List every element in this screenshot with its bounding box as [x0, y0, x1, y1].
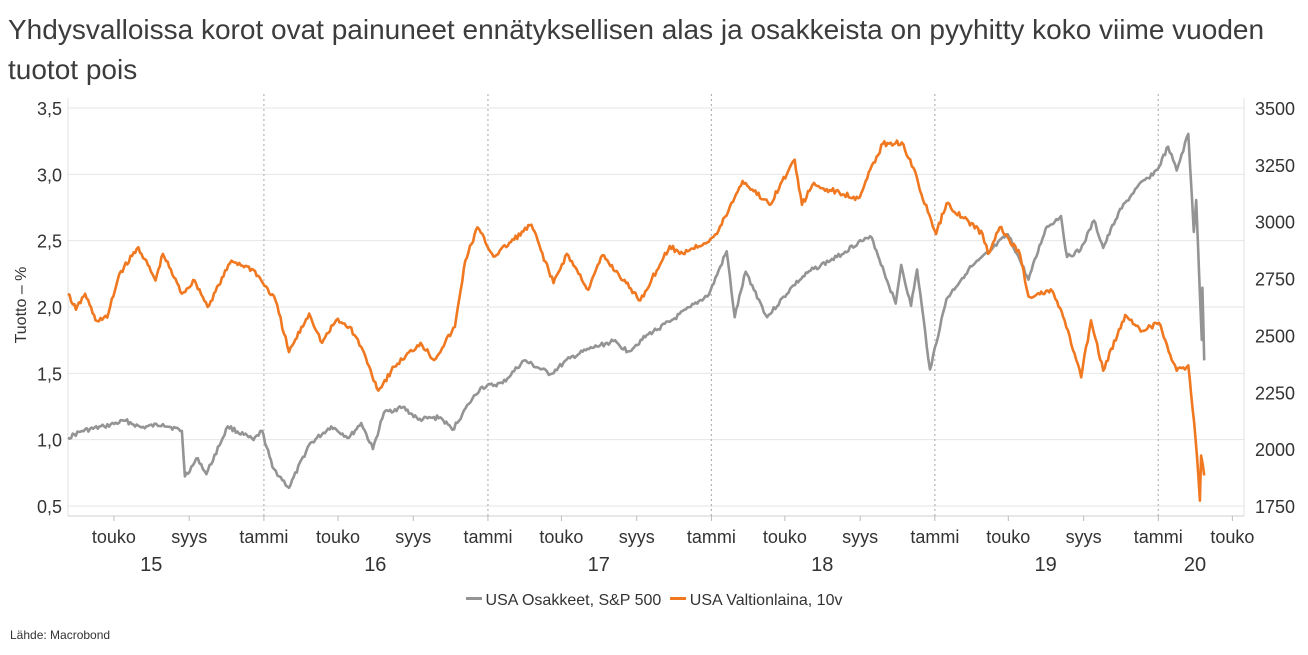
x-axis-tick-label: tammi: [239, 527, 288, 547]
x-axis-tick-label: tammi: [1134, 527, 1183, 547]
x-axis-year-label: 17: [588, 554, 610, 576]
left-axis-tick-label: 2,5: [37, 232, 62, 252]
left-axis-tick-label: 1,0: [37, 431, 62, 451]
right-axis-tick-label: 3000: [1255, 213, 1295, 233]
chart-area: 0,5 1,0 1,5 2,0 2,5 3,0 3,5 1750 2000 2250 2500 27…: [13, 94, 1295, 576]
year-divider-lines: [263, 94, 1159, 516]
x-axis-year-label: 16: [364, 554, 386, 576]
legend: USA Osakkeet, S&P 500 USA Valtionlaina, …: [0, 592, 1308, 610]
grid-lines: [67, 98, 1245, 517]
x-axis-tick-label: tammi: [910, 527, 959, 547]
x-axis-year-label: 19: [1035, 554, 1057, 576]
left-axis-tick-label: 1,5: [37, 364, 62, 384]
x-axis-tick-label: touko: [92, 527, 136, 547]
x-axis-tick-label: touko: [1210, 527, 1254, 547]
x-axis-tick-label: syys: [395, 527, 431, 547]
source-note: Lähde: Macrobond: [10, 628, 111, 642]
series-line-bond10y: [67, 139, 1206, 502]
legend-swatch-bond10y: [669, 597, 686, 601]
x-axis-year-label: 20: [1184, 554, 1206, 576]
legend-label-sp500: USA Osakkeet, S&P 500: [485, 592, 662, 609]
x-axis-ticks: touko syys tammi touko syys tammi touko syys tam…: [92, 516, 1254, 576]
x-axis-tick-label: syys: [842, 527, 878, 547]
legend-label-bond10y: USA Valtionlaina, 10v: [689, 592, 843, 609]
left-axis-ticks: 0,5 1,0 1,5 2,0 2,5 3,0 3,5: [37, 99, 62, 517]
right-axis-tick-label: 2750: [1255, 270, 1295, 290]
legend-item-bond10y: USA Valtionlaina, 10v: [669, 592, 843, 610]
x-axis-tick-label: syys: [171, 527, 207, 547]
x-axis-tick-label: syys: [1066, 527, 1102, 547]
series-line-sp500: [67, 132, 1206, 490]
chart-title: Yhdysvalloissa korot ovat painuneet ennä…: [8, 14, 1265, 85]
left-axis-tick-label: 2,0: [37, 298, 62, 318]
x-axis-tick-label: touko: [316, 527, 360, 547]
legend-swatch-sp500: [465, 597, 482, 601]
x-axis-year-label: 15: [140, 554, 162, 576]
left-axis-tick-label: 3,0: [37, 165, 62, 185]
right-axis-tick-label: 2500: [1255, 326, 1295, 346]
right-axis-tick-label: 1750: [1255, 497, 1295, 517]
x-axis-tick-label: tammi: [687, 527, 736, 547]
right-axis-tick-label: 2000: [1255, 440, 1295, 460]
x-axis-tick-label: tammi: [463, 527, 512, 547]
right-axis-ticks: 1750 2000 2250 2500 2750 3000 3250 3500: [1255, 99, 1295, 517]
x-axis-tick-label: touko: [986, 527, 1030, 547]
x-axis-year-label: 18: [811, 554, 833, 576]
x-axis-tick-label: touko: [763, 527, 807, 547]
legend-item-sp500: USA Osakkeet, S&P 500: [465, 592, 662, 610]
left-axis-tick-label: 3,5: [37, 99, 62, 119]
x-axis-tick-label: syys: [619, 527, 655, 547]
right-axis-tick-label: 2250: [1255, 383, 1295, 403]
right-axis-tick-label: 3500: [1255, 99, 1295, 119]
x-axis-tick-label: touko: [539, 527, 583, 547]
right-axis-tick-label: 3250: [1255, 156, 1295, 176]
series-lines: [67, 132, 1206, 502]
left-axis-tick-label: 0,5: [37, 497, 62, 517]
y-axis-label: Tuotto – %: [13, 267, 30, 344]
